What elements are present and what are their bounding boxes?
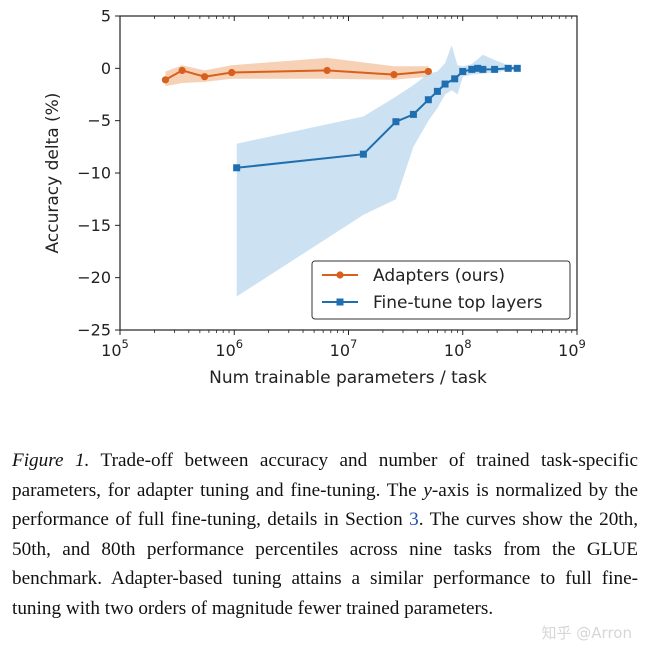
caption-text-3: . The curves show the 20th, 50th, and 80… [12, 509, 639, 619]
point-finetune-9 [468, 65, 476, 73]
point-adapters-3 [228, 68, 236, 77]
caption-y-var: y [423, 479, 432, 501]
caption-text-2: -axis is normalized by the performance o… [12, 479, 638, 531]
y-tick-label: −10 [77, 164, 111, 183]
legend-label-adapters: Adapters (ours) [373, 266, 505, 286]
point-finetune-7 [451, 75, 459, 83]
y-tick-label: −15 [77, 216, 111, 235]
legend-box [311, 260, 571, 320]
band-finetune [236, 45, 518, 297]
point-finetune-14 [513, 64, 521, 72]
point-finetune-2 [392, 118, 400, 126]
y-tick-label: 0 [101, 59, 111, 78]
figure-label: Figure 1. [12, 450, 90, 471]
point-finetune-11 [479, 65, 487, 73]
point-finetune-1 [359, 150, 367, 158]
confidence-bands [165, 45, 518, 297]
axis-ticks [115, 15, 578, 335]
watermark: 知乎 @Arron [541, 624, 632, 642]
point-adapters-5 [390, 71, 398, 79]
x-tick-label: 107 [330, 337, 358, 360]
point-adapters-6 [424, 67, 432, 76]
point-finetune-10 [474, 64, 482, 72]
y-tick-label: 5 [101, 7, 111, 26]
legend-marker-finetune [336, 298, 344, 306]
y-tick-label: −25 [77, 321, 111, 340]
point-finetune-13 [504, 64, 512, 72]
y-tick-label: −5 [87, 111, 111, 130]
point-adapters-4 [323, 66, 331, 75]
point-adapters-1 [178, 66, 186, 75]
y-axis-label: Accuracy delta (%) [43, 93, 63, 254]
point-finetune-4 [424, 96, 432, 104]
point-finetune-6 [441, 80, 449, 88]
point-finetune-5 [433, 87, 441, 95]
legend: Adapters (ours) Fine-tune top layers [311, 260, 571, 320]
x-tick-label: 105 [101, 337, 129, 360]
legend-label-finetune: Fine-tune top layers [373, 293, 543, 313]
point-finetune-3 [409, 110, 417, 118]
point-finetune-8 [459, 67, 467, 75]
point-adapters-0 [161, 76, 170, 84]
x-axis-label: Num trainable parameters / task [209, 368, 487, 388]
point-finetune-0 [233, 164, 241, 172]
section-ref-link[interactable]: 3 [409, 509, 419, 531]
series-markers [161, 64, 521, 172]
point-adapters-2 [200, 73, 209, 81]
figure-caption: Figure 1. Trade-off between accuracy and… [12, 446, 638, 624]
caption-text-1: Trade-off between accuracy and number of… [12, 450, 638, 501]
y-tick-label: −20 [77, 268, 111, 287]
x-tick-label: 109 [558, 337, 586, 360]
legend-marker-adapters [336, 271, 344, 279]
x-tick-label: 106 [215, 337, 243, 360]
point-finetune-12 [491, 65, 499, 73]
x-tick-label: 108 [444, 337, 472, 360]
